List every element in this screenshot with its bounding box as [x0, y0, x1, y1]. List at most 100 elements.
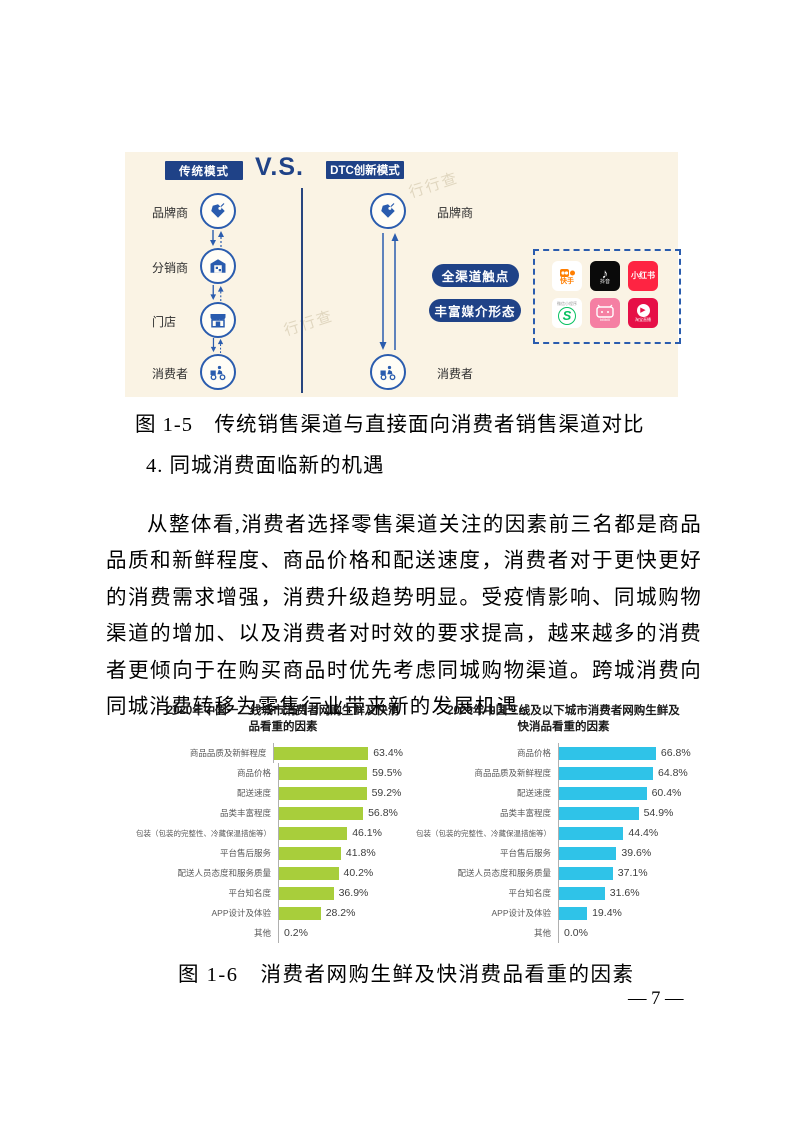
- node-label-brand: 品牌商: [152, 206, 189, 220]
- chart-bar-area: 31.6%: [558, 883, 716, 904]
- chart-bar-area: 19.4%: [558, 903, 716, 924]
- app-icon-bilibili: bilibili: [590, 298, 620, 328]
- chart-category-label: 商品价格: [516, 748, 551, 759]
- chart-row: 配送人员态度和服务质量 37.1%: [411, 863, 716, 884]
- chart-category-label: APP设计及体验: [491, 908, 551, 919]
- node-label-consumer: 消费者: [152, 367, 189, 381]
- chart-value-label: 19.4%: [592, 907, 622, 920]
- vs-label: V.S.: [255, 153, 304, 181]
- chart-bar-area: 59.2%: [278, 783, 403, 804]
- rich-media-pill: 丰富媒介形态: [429, 299, 521, 322]
- chart-category-label: 品类丰富程度: [219, 808, 271, 819]
- chart-bar-area: 66.8%: [558, 743, 716, 764]
- section-heading: 4. 同城消费面临新的机遇: [146, 455, 385, 477]
- chart-row: 平台知名度 31.6%: [411, 883, 716, 904]
- chart-bar: [559, 766, 653, 780]
- chart-bar: [279, 906, 321, 920]
- chart-bar-area: 28.2%: [278, 903, 403, 924]
- chart-value-label: 59.2%: [371, 787, 402, 800]
- chart-row: 商品品质及新鲜程度 64.8%: [411, 763, 716, 784]
- chart-bar-area: 41.8%: [278, 843, 403, 864]
- chart-category-label: 配送人员态度和服务质量: [177, 868, 271, 879]
- chart-row: APP设计及体验 19.4%: [411, 903, 716, 924]
- warehouse-icon: [200, 248, 236, 284]
- app-icons-box: 快手 ♪ 抖音 小红书 微信小程序 S bilibili: [533, 249, 681, 344]
- chart-bar-area: 59.5%: [278, 763, 403, 784]
- node-label-consumer-right: 消费者: [437, 367, 474, 381]
- chart-bar: [279, 846, 341, 860]
- diagram-divider: [301, 188, 303, 393]
- chart-category-label: 配送速度: [236, 788, 271, 799]
- chart-category-label: 商品价格: [236, 768, 271, 779]
- down-up-arrows: [210, 338, 224, 353]
- chart-value-label: 63.4%: [373, 747, 403, 760]
- storefront-icon: [200, 302, 236, 338]
- app-icon-kuaishou: 快手: [552, 261, 582, 291]
- chart-value-label: 40.2%: [343, 867, 374, 880]
- tag-icon: [370, 193, 406, 229]
- chart-value-label: 39.6%: [621, 847, 652, 860]
- chart-row: 包装（包装的完整性、冷藏保温措施等） 44.4%: [411, 823, 716, 844]
- chart-value-label: 28.2%: [325, 907, 356, 920]
- chart-category-label: 品类丰富程度: [499, 808, 551, 819]
- chart-row: 商品价格 59.5%: [163, 763, 403, 784]
- chart-category-label: 其他: [253, 928, 271, 939]
- chart-bar-area: 64.8%: [558, 763, 716, 784]
- chart-bar: [559, 846, 617, 860]
- figure-1-6-caption: 图 1-6 消费者网购生鲜及快消费品看重的因素: [178, 964, 635, 986]
- chart-bar-area: 0.0%: [558, 923, 716, 944]
- chart-bar: [559, 746, 656, 760]
- chart-bar-area: 56.8%: [278, 803, 403, 824]
- node-label-brand-right: 品牌商: [437, 206, 474, 220]
- down-up-arrows: [210, 230, 224, 247]
- chart-bar: [559, 786, 647, 800]
- chart-value-label: 46.1%: [352, 827, 382, 840]
- chart-row: 品类丰富程度 54.9%: [411, 803, 716, 824]
- chart-category-label: 包装（包装的完整性、冷藏保温措施等）: [136, 828, 271, 838]
- chart-value-label: 64.8%: [658, 767, 688, 780]
- chart-bar: [274, 746, 369, 760]
- chart-category-label: 平台知名度: [228, 888, 271, 899]
- delivery-scooter-icon: [370, 354, 406, 390]
- chart-category-label: 包装（包装的完整性、冷藏保温措施等）: [416, 828, 551, 838]
- chart-row: 配送速度 59.2%: [163, 783, 403, 804]
- direct-channel-arrows: [379, 233, 399, 350]
- chart-value-label: 59.5%: [372, 767, 402, 780]
- figure-1-5-caption: 图 1-5 传统销售渠道与直接面向消费者销售渠道对比: [135, 414, 645, 436]
- node-label-store: 门店: [152, 315, 177, 329]
- chart-value-label: 54.9%: [643, 807, 674, 820]
- chart-value-label: 60.4%: [651, 787, 682, 800]
- chart-bar: [559, 886, 605, 900]
- watermark: 行行查: [281, 307, 336, 340]
- chart-value-label: 44.4%: [628, 827, 659, 840]
- figure-1-5-diagram: 行行查 行行查 传统模式 V.S. DTC创新模式 品牌商 分销商 门店 消费者: [125, 152, 681, 397]
- chart-bar: [279, 866, 339, 880]
- chart-value-label: 31.6%: [609, 887, 640, 900]
- chart-value-label: 66.8%: [660, 747, 691, 760]
- chart-title: 2020年中国一二线城市消费者网购生鲜及快消 品看重的因素: [166, 705, 400, 734]
- chart-title: 2020年中国三线及以下城市消费者网购生鲜及 快消品看重的因素: [447, 705, 680, 734]
- chart-bar: [559, 866, 613, 880]
- chart-row: 配送人员态度和服务质量 40.2%: [163, 863, 403, 884]
- chart-value-label: 56.8%: [368, 807, 398, 820]
- figure-1-6-charts: 2020年中国一二线城市消费者网购生鲜及快消 品看重的因素 商品品质及新鲜程度 6…: [136, 703, 716, 944]
- chart-bar: [279, 806, 364, 820]
- node-label-distributor: 分销商: [152, 261, 189, 275]
- chart-rows: 商品品质及新鲜程度 63.4% 商品价格 59.5% 配送速度 59.2% 品类丰富程度 56…: [136, 743, 403, 944]
- chart-bar: [279, 786, 367, 800]
- omni-channel-pill: 全渠道触点: [432, 264, 519, 287]
- chart-bar: [279, 886, 334, 900]
- chart-row: 商品品质及新鲜程度 63.4%: [163, 743, 403, 764]
- chart-tier1-2-cities: 2020年中国一二线城市消费者网购生鲜及快消 品看重的因素 商品品质及新鲜程度 6…: [136, 703, 403, 944]
- chart-value-label: 0.2%: [284, 927, 308, 940]
- chart-bar-area: 54.9%: [558, 803, 716, 824]
- app-icon-wechat-mini-program: 微信小程序 S: [552, 298, 582, 328]
- chart-row: 其他 0.0%: [411, 923, 716, 944]
- chart-bar-area: 60.4%: [558, 783, 716, 804]
- chart-category-label: APP设计及体验: [211, 908, 271, 919]
- tag-icon: [200, 193, 236, 229]
- chart-bar: [559, 906, 588, 920]
- chart-bar-area: 40.2%: [278, 863, 403, 884]
- app-icon-xiaohongshu: 小红书: [628, 261, 658, 291]
- chart-row: 商品价格 66.8%: [411, 743, 716, 764]
